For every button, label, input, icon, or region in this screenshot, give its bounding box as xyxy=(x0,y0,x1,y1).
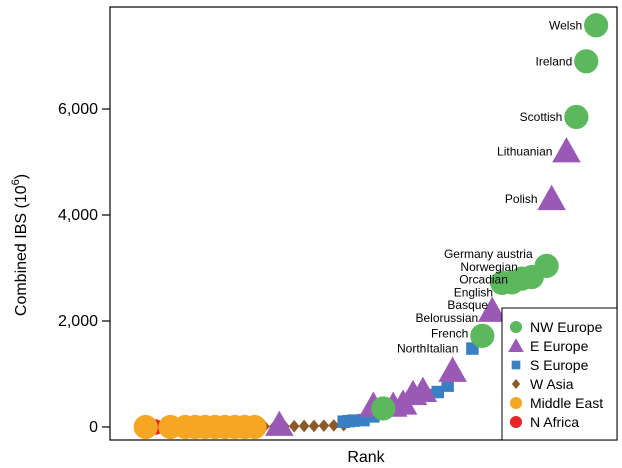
point-label: Lithuanian xyxy=(497,144,552,158)
series-s-europe xyxy=(337,342,479,428)
point-label: Germany austria xyxy=(444,247,533,261)
y-axis-title: Combined IBS (106) xyxy=(10,174,30,316)
legend-marker xyxy=(511,379,521,389)
point-annotations: Welsh Ireland Scottish Lithuanian Polish Germ… xyxy=(397,18,582,355)
data-point xyxy=(431,385,444,399)
data-point xyxy=(438,356,467,382)
legend-item: Middle East xyxy=(509,395,603,411)
data-point xyxy=(564,104,589,130)
data-point xyxy=(552,137,581,163)
legend-marker xyxy=(509,396,523,410)
data-points xyxy=(133,13,609,440)
data-point xyxy=(318,419,330,432)
legend-label: N Africa xyxy=(530,414,579,430)
data-point xyxy=(470,323,495,348)
y-tick-label: 4,000 xyxy=(58,207,98,224)
legend-item: N Africa xyxy=(509,414,579,430)
plot-area xyxy=(109,6,618,441)
y-axis-title-superscript: 6 xyxy=(10,179,22,185)
data-point xyxy=(537,184,566,211)
y-tick-label: 0 xyxy=(89,419,98,436)
data-point xyxy=(408,376,438,402)
series-middle-east xyxy=(133,414,267,440)
point-label: NorthItalian xyxy=(397,342,458,356)
data-point xyxy=(133,414,158,440)
legend-item: W Asia xyxy=(511,376,574,392)
legend-label: E Europe xyxy=(530,338,589,354)
y-axis-title-suffix: ) xyxy=(13,174,30,179)
plot-border xyxy=(109,6,618,441)
data-point xyxy=(242,414,267,440)
series-nw-europe xyxy=(371,13,609,421)
legend: NW Europe E Europe S Europe W Asia Middle Ea… xyxy=(501,307,618,441)
data-point xyxy=(584,13,609,38)
y-axis: 0 2,000 4,000 6,000 xyxy=(58,101,110,436)
legend-marker xyxy=(509,415,523,429)
legend-label: Middle East xyxy=(530,395,603,411)
series-e-europe xyxy=(265,137,581,436)
legend-item: S Europe xyxy=(511,357,589,373)
point-label: French xyxy=(431,327,468,341)
legend-marker xyxy=(508,338,524,352)
point-label: Norwegian xyxy=(460,260,517,274)
point-label: English xyxy=(454,285,493,299)
data-point xyxy=(357,413,370,427)
point-label: Scottish xyxy=(520,110,563,124)
y-tick-label: 6,000 xyxy=(58,101,98,118)
point-label: Basque xyxy=(447,298,488,312)
data-point xyxy=(265,410,294,436)
data-point xyxy=(371,396,396,421)
legend-item: E Europe xyxy=(508,338,589,354)
legend-label: W Asia xyxy=(530,376,574,392)
point-label: Orcadian xyxy=(459,273,508,287)
legend-marker xyxy=(509,320,523,334)
point-label: Ireland xyxy=(536,54,573,68)
data-point xyxy=(288,419,300,433)
data-point xyxy=(298,419,310,433)
legend-label: NW Europe xyxy=(530,319,603,335)
point-label: Welsh xyxy=(549,18,582,32)
x-axis-title: Rank xyxy=(347,449,385,466)
y-tick-label: 2,000 xyxy=(58,313,98,330)
point-label: Belorussian xyxy=(415,311,478,325)
data-point xyxy=(328,419,340,432)
legend-marker xyxy=(511,360,521,370)
data-point xyxy=(441,379,454,392)
data-point xyxy=(534,253,559,278)
legend-item: NW Europe xyxy=(509,319,603,335)
y-axis-title-main: Combined IBS (10 xyxy=(13,185,30,316)
data-point xyxy=(347,414,360,427)
data-point xyxy=(477,296,507,322)
data-point xyxy=(574,49,599,74)
legend-label: S Europe xyxy=(530,357,589,373)
data-point xyxy=(308,419,320,433)
point-label: Polish xyxy=(505,192,538,206)
